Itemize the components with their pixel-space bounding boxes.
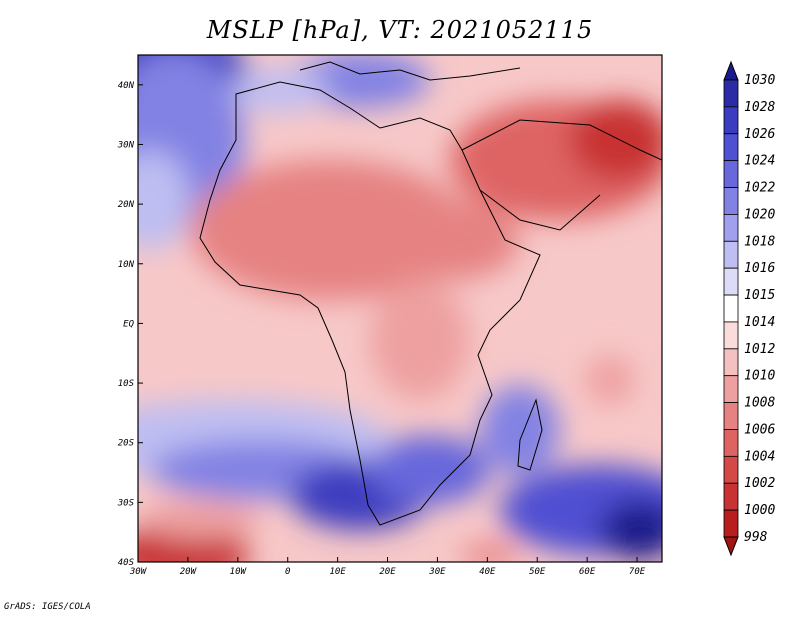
lat-tick-label: 30S <box>117 498 135 508</box>
lat-tick-label: 30N <box>117 140 135 150</box>
lon-tick-label: 10E <box>329 567 346 577</box>
colorbar-bin <box>723 294 739 323</box>
lat-tick-label: 10S <box>118 379 135 389</box>
colorbar: 1030 1028 1026 1024 1022 1020 1018 1016 1015 1014… <box>723 60 775 557</box>
colorbar-label: 1004 <box>744 449 775 464</box>
colorbar-bin <box>723 402 739 430</box>
lat-tick-label: 20N <box>118 200 135 210</box>
colorbar-bin <box>723 79 739 108</box>
lat-tick-label: EQ <box>123 319 134 329</box>
colorbar-bin <box>723 455 739 484</box>
colorbar-bin <box>723 348 739 377</box>
colorbar-label: 1022 <box>744 181 775 196</box>
colorbar-bin <box>723 106 739 135</box>
lat-tick-label: 40N <box>118 81 135 91</box>
colorbar-bin <box>723 214 739 242</box>
colorbar-label: 1008 <box>744 396 775 411</box>
colorbar-label: 1002 <box>744 476 775 491</box>
colorbar-bin <box>723 133 739 162</box>
colorbar-bin <box>723 160 739 188</box>
lon-tick-label: 70E <box>629 567 646 577</box>
colorbar-label: 1026 <box>744 127 775 142</box>
lon-tick-label: 20E <box>379 567 396 577</box>
colorbar-label: 1015 <box>744 288 775 303</box>
pressure-field <box>138 55 662 562</box>
colorbar-label: 1020 <box>744 207 775 222</box>
colorbar-arrow-top <box>723 60 739 81</box>
lon-tick-label: 30W <box>129 567 148 577</box>
credit-text: GrADS: IGES/COLA <box>4 602 91 612</box>
colorbar-label: 1018 <box>744 234 775 249</box>
coastlines <box>199 61 662 526</box>
map-title: MSLP [hPa], VT: 2021052115 <box>206 16 594 44</box>
colorbar-label: 1030 <box>744 73 775 88</box>
colorbar-bin <box>723 482 739 511</box>
lon-tick-label: 30E <box>428 567 446 577</box>
colorbar-label: 1016 <box>744 261 775 276</box>
lat-tick-label: 10N <box>118 260 135 270</box>
lon-tick-label: 10W <box>230 567 248 577</box>
colorbar-label: 1010 <box>744 369 775 384</box>
colorbar-bin <box>723 321 739 350</box>
colorbar-label: 1024 <box>744 154 775 169</box>
colorbar-bin <box>723 187 739 215</box>
lat-tick-label: 20S <box>118 439 135 449</box>
colorbar-bin <box>723 429 739 457</box>
colorbar-bin <box>723 509 739 538</box>
lon-tick-label: 40E <box>479 567 496 577</box>
colorbar-label: 1014 <box>744 315 775 330</box>
lon-tick-label: 20W <box>180 567 198 577</box>
colorbar-arrow-bottom <box>723 536 739 557</box>
longitude-ticks: 30W 20W 10W 0 10E 20E 30E 40E 50E 60E 70E <box>129 557 646 577</box>
lat-tick-label: 40S <box>118 558 135 568</box>
colorbar-bin <box>723 267 739 296</box>
colorbar-label: 1012 <box>744 342 775 357</box>
latitude-ticks: 40N 30N 20N 10N EQ 10S 20S 30S 40S <box>117 81 143 568</box>
lon-tick-label: 60E <box>579 567 596 577</box>
colorbar-label: 1006 <box>744 422 775 437</box>
colorbar-label: 998 <box>744 530 768 545</box>
lon-tick-label: 0 <box>285 567 290 577</box>
colorbar-bin <box>723 240 739 269</box>
colorbar-label: 1000 <box>744 503 775 518</box>
colorbar-bin <box>723 375 739 403</box>
colorbar-label: 1028 <box>744 100 775 115</box>
map-frame <box>137 54 663 563</box>
lon-tick-label: 50E <box>529 567 546 577</box>
